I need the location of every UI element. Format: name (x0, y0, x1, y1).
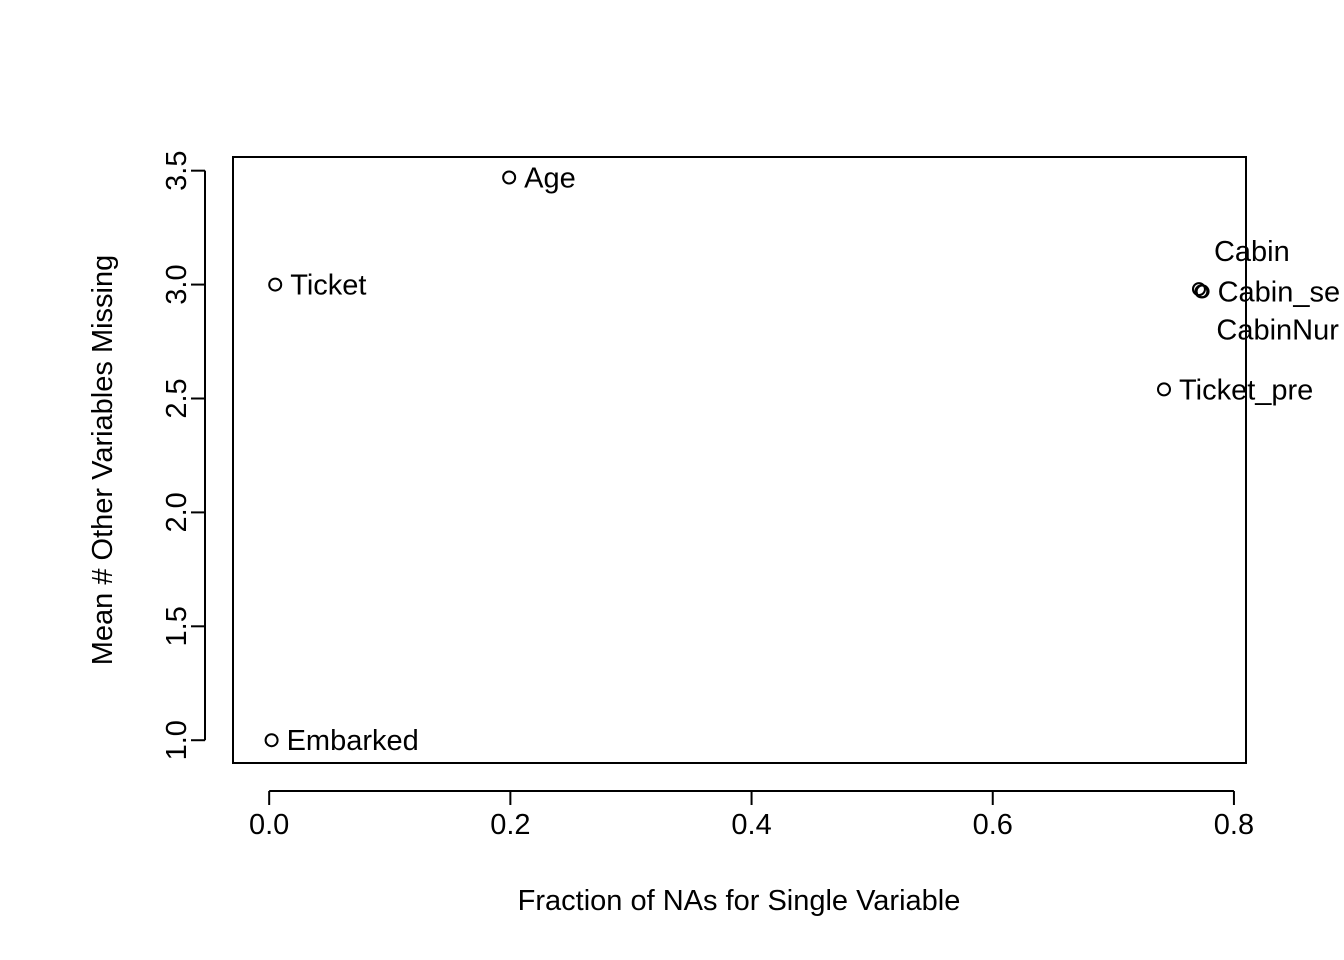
plot-frame (232, 156, 1247, 764)
y-tick-label: 3.5 (161, 151, 193, 191)
y-axis-title: Mean # Other Variables Missing (87, 255, 119, 665)
data-point (1156, 382, 1171, 397)
point-label: Embarked (287, 725, 419, 757)
y-tick-label: 2.5 (161, 378, 193, 418)
y-tick-label: 1.0 (161, 720, 193, 760)
point-label: Ticket (290, 270, 366, 302)
point-label: Ticket_pre (1179, 374, 1313, 406)
x-tick-label: 0.6 (973, 809, 1013, 841)
x-tick-label: 0.4 (731, 809, 771, 841)
x-axis: 0.0 0.2 0.4 0.6 0.8 (249, 790, 1254, 841)
y-tick-label: 3.0 (161, 264, 193, 304)
point-label: CabinNur (1216, 314, 1339, 346)
x-tick-label: 0.8 (1214, 809, 1254, 841)
data-point (264, 733, 279, 748)
point-label: Age (524, 163, 576, 195)
data-points (264, 170, 1210, 748)
x-tick-label: 0.2 (490, 809, 530, 841)
y-axis: 1.0 1.5 2.0 2.5 3.0 3.5 (161, 151, 206, 760)
data-point (502, 170, 517, 185)
y-tick-label: 2.0 (161, 492, 193, 532)
y-tick-label: 1.5 (161, 606, 193, 646)
point-label: Cabin (1214, 236, 1290, 268)
point-label: Cabin_se (1218, 276, 1341, 308)
x-axis-title: Fraction of NAs for Single Variable (518, 885, 961, 917)
x-tick-label: 0.0 (249, 809, 289, 841)
data-point (1194, 284, 1209, 299)
point-labels: Embarked Ticket Age Ticket_pre Cabin Cabin_se… (287, 163, 1341, 758)
data-point (268, 277, 283, 292)
